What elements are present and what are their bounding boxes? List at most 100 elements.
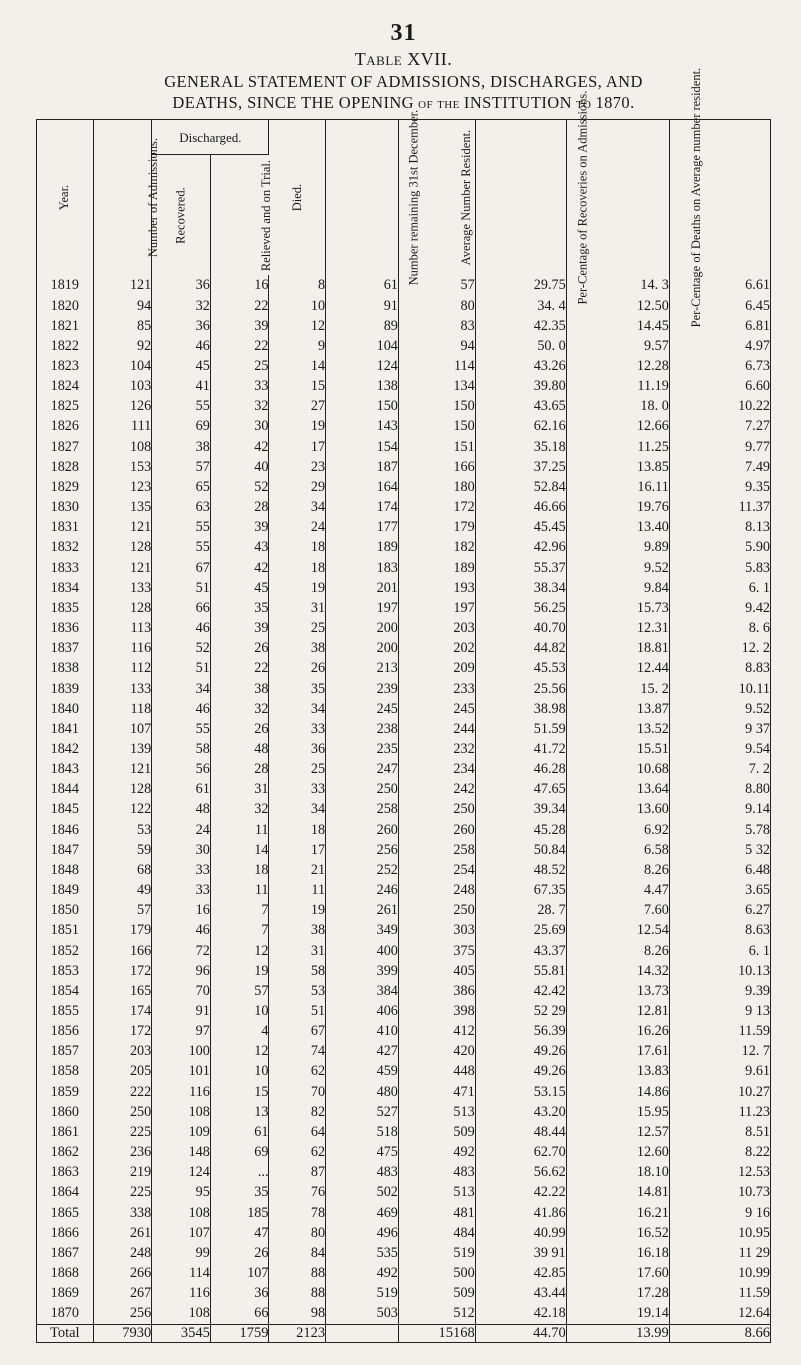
cell: 85	[93, 316, 152, 336]
cell: 62.70	[475, 1142, 566, 1162]
cell: 6.48	[669, 860, 770, 880]
cell: 69	[210, 1142, 269, 1162]
cell: 57	[93, 900, 152, 920]
table-row: 185517491105140639852 2912.819 13	[37, 1001, 771, 1021]
cell: 24	[269, 517, 326, 537]
cell: 49	[93, 880, 152, 900]
cell: 183	[326, 558, 399, 578]
cell: 111	[93, 416, 152, 436]
cell: 114	[152, 1263, 211, 1283]
cell: 70	[269, 1082, 326, 1102]
cell: 151	[398, 437, 475, 457]
cell: 98	[269, 1303, 326, 1324]
cell: 8.51	[669, 1122, 770, 1142]
cell: 7. 2	[669, 759, 770, 779]
cell: 202	[398, 638, 475, 658]
cell: 51	[152, 658, 211, 678]
cell: 39	[210, 316, 269, 336]
cell: 410	[326, 1021, 399, 1041]
cell: 19.14	[566, 1303, 669, 1324]
table-row: 183811251222621320945.5312.448.83	[37, 658, 771, 678]
cell: 513	[398, 1182, 475, 1202]
cell: 250	[398, 799, 475, 819]
cell: 248	[398, 880, 475, 900]
cell: 121	[93, 759, 152, 779]
cell: 209	[398, 658, 475, 678]
cell: 138	[326, 376, 399, 396]
cell: 1862	[37, 1142, 94, 1162]
cell: 10	[269, 296, 326, 316]
cell: 1829	[37, 477, 94, 497]
cell: 37.25	[475, 457, 566, 477]
cell: 197	[398, 598, 475, 618]
cell: 33	[269, 719, 326, 739]
cell: 25	[210, 356, 269, 376]
cell: 25.69	[475, 920, 566, 940]
cell: 1843	[37, 759, 94, 779]
cell: 38	[152, 437, 211, 457]
cell: 1860	[37, 1102, 94, 1122]
cell: 12.66	[566, 416, 669, 436]
cell: 18	[269, 537, 326, 557]
cell: 28	[210, 497, 269, 517]
cell: 97	[152, 1021, 211, 1041]
cell: 43.44	[475, 1283, 566, 1303]
cell: 1836	[37, 618, 94, 638]
cell: 56	[152, 759, 211, 779]
cell: 58	[152, 739, 211, 759]
table-row: 1850571671926125028. 77.606.27	[37, 900, 771, 920]
cell: 6.45	[669, 296, 770, 316]
cell: 42	[210, 558, 269, 578]
cell: 1851	[37, 920, 94, 940]
cell: 78	[269, 1203, 326, 1223]
table-row: 182292462291049450. 09.574.97	[37, 336, 771, 356]
cell: 256	[93, 1303, 152, 1324]
cell: 19	[269, 900, 326, 920]
cell: 46.66	[475, 497, 566, 517]
cell: 107	[210, 1263, 269, 1283]
cell: 108	[152, 1303, 211, 1324]
cell: 492	[326, 1263, 399, 1283]
cell: 150	[398, 416, 475, 436]
cell: 29.75	[475, 275, 566, 295]
cell: 10.99	[669, 1263, 770, 1283]
cell: 43.26	[475, 356, 566, 376]
table-row: 1861225109616451850948.4412.578.51	[37, 1122, 771, 1142]
cell: 18	[269, 820, 326, 840]
cell: 519	[326, 1283, 399, 1303]
cell: 1832	[37, 537, 94, 557]
cell: 239	[326, 679, 399, 699]
cell: 8.26	[566, 860, 669, 880]
cell: 6.60	[669, 376, 770, 396]
cell: 1850	[37, 900, 94, 920]
cell: 475	[326, 1142, 399, 1162]
cell: 1823	[37, 356, 94, 376]
cell: 42.22	[475, 1182, 566, 1202]
table-row: 183212855431818918242.969.895.90	[37, 537, 771, 557]
table-row: 183112155392417717945.4513.408.13	[37, 517, 771, 537]
cell: 65	[152, 477, 211, 497]
cell: 1824	[37, 376, 94, 396]
cell: 38.34	[475, 578, 566, 598]
table-label: Table XVII.	[36, 49, 771, 70]
cell: 36	[152, 316, 211, 336]
table-row: 182912365522916418052.8416.119.35	[37, 477, 771, 497]
cell: 50. 0	[475, 336, 566, 356]
cell: 104	[93, 356, 152, 376]
col-group-discharged: Discharged.	[152, 120, 269, 155]
cell: 40.99	[475, 1223, 566, 1243]
cell: 197	[326, 598, 399, 618]
cell: 22	[210, 336, 269, 356]
table-row: 184213958483623523241.7215.519.54	[37, 739, 771, 759]
col-year: Year.	[37, 120, 94, 276]
cell: 16	[210, 275, 269, 295]
cell: 1833	[37, 558, 94, 578]
cell: 88	[269, 1283, 326, 1303]
cell: 9.57	[566, 336, 669, 356]
cell: 172	[93, 961, 152, 981]
cell: 31	[210, 779, 269, 799]
cell: 48.44	[475, 1122, 566, 1142]
cell: 16.21	[566, 1203, 669, 1223]
cell: 1870	[37, 1303, 94, 1324]
cell: 233	[398, 679, 475, 699]
